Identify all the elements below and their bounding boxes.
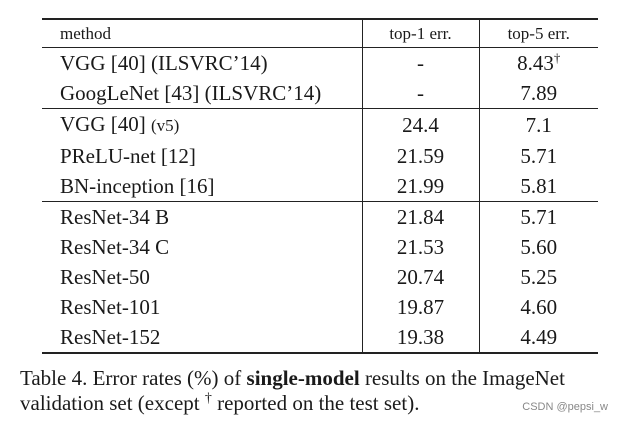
cell-top1-err: 21.84 [361,201,479,232]
cell-method: ResNet-101 [42,292,362,322]
cell-method: ResNet-152 [42,322,362,354]
caption-text-3: reported on the test set). [211,391,420,415]
cell-method: VGG [40] (ILSVRC’14) [42,47,362,78]
top5-value: 8.43 [517,51,554,75]
top1-value: 21.59 [396,144,445,168]
top5-value: 7.1 [525,113,552,137]
cell-method: BN-inception [16] [42,171,362,202]
table-row: ResNet-34 C 21.53 5.60 [42,232,598,262]
method-name: VGG [40] (ILSVRC’14) [60,51,268,75]
header-method: method [42,18,362,48]
method-name: ResNet-101 [60,295,161,319]
caption-bold-text: single-model [246,366,360,390]
cell-top1-err: 19.87 [361,292,479,322]
cell-top1-err: 24.4 [361,108,479,141]
table-body: VGG [40] (ILSVRC’14) -8.43† GoogLeNet [43]… [42,47,598,354]
top1-value: 21.99 [396,174,445,198]
cell-top5-err: 5.71 [478,141,598,171]
method-name: ResNet-34 C [60,235,170,259]
table-row: ResNet-34 B 21.84 5.71 [42,201,598,232]
table-row: PReLU-net [12] 21.59 5.71 [42,141,598,171]
top5-value: 4.49 [520,325,558,349]
header-top5-err: top-5 err. [478,18,598,48]
table-row: ResNet-50 20.74 5.25 [42,262,598,292]
table-row: GoogLeNet [43] (ILSVRC’14) - 7.89 [42,78,598,109]
results-table-container: method top-1 err. top-5 err. VGG [40] (I… [42,18,598,354]
cell-top5-err: 4.60 [478,292,598,322]
cell-method: GoogLeNet [43] (ILSVRC’14) [42,78,362,109]
cell-top5-err: 7.89 [478,78,598,109]
top1-value: - [417,81,424,105]
table-row: VGG [40] (v5) 24.4 7.1 [42,108,598,141]
top5-value: 5.71 [520,144,558,168]
method-name: GoogLeNet [43] (ILSVRC’14) [60,81,322,105]
caption-text-2: results on the ImageNet validation set (… [20,366,565,415]
table-row: VGG [40] (ILSVRC’14) - 8.43† [42,47,598,78]
cell-top1-err: 21.99 [361,171,479,202]
cell-top5-err: 5.81 [478,171,598,202]
results-table: method top-1 err. top-5 err. VGG [40] (I… [42,18,598,354]
top5-value: 5.60 [520,235,558,259]
table-row: BN-inception [16] 21.99 5.81 [42,171,598,202]
top5-value: 5.71 [520,205,558,229]
cell-top1-err: 20.74 [361,262,479,292]
cell-method: PReLU-net [12] [42,141,362,171]
table-header-row: method top-1 err. top-5 err. [42,18,598,48]
method-suffix: (v5) [150,116,180,135]
cell-top5-err: 5.60 [478,232,598,262]
caption-dagger: † [204,391,212,406]
cell-top1-err: 21.53 [361,232,479,262]
cell-top1-err: 21.59 [361,141,479,171]
method-name: BN-inception [16] [60,174,215,198]
table-caption: Table 4. Error rates (%) of single-model… [20,366,610,416]
cell-method: ResNet-34 C [42,232,362,262]
top5-value: 7.89 [520,81,558,105]
watermark: CSDN @pepsi_w [522,401,608,413]
cell-method: ResNet-34 B [42,201,362,232]
top5-value: 5.25 [520,265,558,289]
cell-top5-err: 5.25 [478,262,598,292]
table-row: ResNet-152 19.38 4.49 [42,322,598,354]
cell-top5-err: 4.49 [478,322,598,354]
top1-value: - [417,51,424,75]
top1-value: 20.74 [396,265,445,289]
dagger-mark: † [553,50,561,65]
cell-top5-err: 5.71 [478,201,598,232]
top1-value: 24.4 [402,113,439,137]
top1-value: 19.87 [396,295,445,319]
method-name: ResNet-152 [60,325,161,349]
cell-method: ResNet-50 [42,262,362,292]
top1-value: 21.53 [396,235,445,259]
method-name: ResNet-34 B [60,205,170,229]
table-row: ResNet-101 19.87 4.60 [42,292,598,322]
method-name: PReLU-net [12] [60,144,196,168]
cell-top1-err: - [361,47,479,78]
caption-text-1: Table 4. Error rates (%) of [20,366,247,390]
cell-top5-err: 7.1 [478,108,598,141]
cell-top5-err: 8.43† [478,47,598,78]
top5-value: 5.81 [520,174,558,198]
top1-value: 21.84 [396,205,445,229]
top5-value: 4.60 [520,295,558,319]
method-name: ResNet-50 [60,265,150,289]
top1-value: 19.38 [396,325,445,349]
cell-top1-err: - [361,78,479,109]
cell-method: VGG [40] (v5) [42,108,362,141]
method-name: VGG [40] [60,112,146,136]
header-top1-err: top-1 err. [361,18,479,48]
cell-top1-err: 19.38 [361,322,479,354]
